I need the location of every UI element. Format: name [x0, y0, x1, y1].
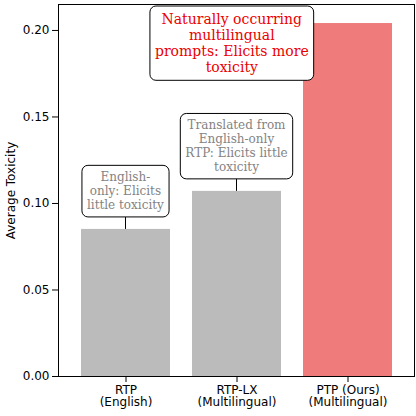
svg-text:English-only: Elicitslittle to: English-only: Elicitslittle toxicity: [87, 170, 164, 212]
svg-text:0.20: 0.20: [23, 23, 50, 37]
svg-text:RTP(English): RTP(English): [100, 383, 153, 409]
svg-text:Translated fromEnglish-onlyRTP: Translated fromEnglish-onlyRTP: Elicits …: [185, 118, 287, 173]
svg-text:Average Toxicity: Average Toxicity: [4, 142, 18, 240]
svg-text:0.05: 0.05: [23, 283, 50, 297]
svg-text:0.10: 0.10: [23, 196, 50, 210]
svg-text:0.00: 0.00: [23, 369, 50, 383]
svg-text:0.15: 0.15: [23, 110, 50, 124]
svg-text:RTP-LX(Multilingual): RTP-LX(Multilingual): [198, 383, 277, 409]
svg-text:Naturally occurringmultilingua: Naturally occurringmultilingualprompts: …: [155, 11, 309, 75]
svg-text:PTP (Ours)(Multilingual): PTP (Ours)(Multilingual): [309, 383, 388, 409]
